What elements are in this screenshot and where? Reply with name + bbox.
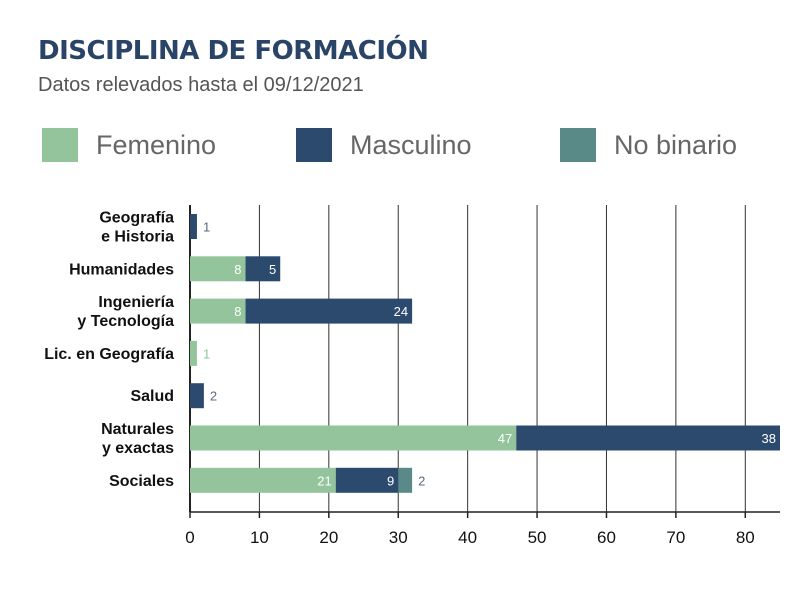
category-label-line: e Historia <box>101 229 174 246</box>
legend-item-masculino: Masculino <box>296 128 472 162</box>
bar-segment <box>190 383 204 409</box>
x-tick-label-70: 70 <box>666 528 685 547</box>
data-label: 8 <box>234 304 241 319</box>
bar-segment <box>190 214 197 239</box>
category-label-line: Lic. en Geografía <box>44 346 174 363</box>
category-label: Sociales <box>109 473 174 490</box>
category-label-line: y Tecnología <box>77 313 174 330</box>
x-tick-label-10: 10 <box>250 528 269 547</box>
category-label-line: Geografía <box>99 210 174 227</box>
data-label: 1 <box>203 220 210 235</box>
category-label-line: y exactas <box>102 440 174 457</box>
bar-segment <box>245 298 413 324</box>
legend-item-no-binario: No binario <box>560 128 737 162</box>
category-label-line: Salud <box>130 388 174 405</box>
chart-subtitle: Datos relevados hasta el 09/12/2021 <box>38 74 364 96</box>
data-label: 5 <box>269 262 276 277</box>
data-label: 8 <box>234 262 241 277</box>
x-tick-label-50: 50 <box>528 528 547 547</box>
data-label: 9 <box>387 473 394 488</box>
x-tick-label-60: 60 <box>597 528 616 547</box>
legend-label-masculino: Masculino <box>350 129 472 160</box>
x-tick-label-30: 30 <box>389 528 408 547</box>
category-label-line: Naturales <box>101 421 174 438</box>
bar-segment <box>190 340 197 366</box>
category-label: Humanidades <box>69 261 174 278</box>
x-tick-label-40: 40 <box>458 528 477 547</box>
bar-segment <box>190 256 246 282</box>
bar-segment <box>398 467 413 493</box>
data-label: 1 <box>203 346 210 361</box>
category-label: Salud <box>130 388 174 405</box>
category-label-line: Sociales <box>109 473 174 490</box>
category-label: Naturales y exactas <box>101 421 174 457</box>
x-tick-label-0: 0 <box>185 528 194 547</box>
data-label: 47 <box>498 431 512 446</box>
data-label: 24 <box>394 304 408 319</box>
category-label: Ingeniería y Tecnología <box>77 294 174 330</box>
data-label: 2 <box>210 389 217 404</box>
data-label: 21 <box>317 473 331 488</box>
bar-segment <box>190 298 246 324</box>
bar-segment <box>516 425 780 451</box>
bar-segment <box>335 467 399 493</box>
legend-swatch-no-binario <box>560 128 596 162</box>
data-label: 38 <box>762 431 776 446</box>
legend-item-femenino: Femenino <box>42 128 216 162</box>
legend-label-femenino: Femenino <box>96 129 217 160</box>
x-tick-label-20: 20 <box>319 528 338 547</box>
category-label: Lic. en Geografía <box>44 346 174 363</box>
bar-segment <box>245 256 281 282</box>
data-label: 2 <box>418 473 425 488</box>
category-label-line: Ingeniería <box>98 294 174 311</box>
bar-segment <box>190 425 517 451</box>
category-label-line: Humanidades <box>69 261 174 278</box>
bar-segment <box>190 467 336 493</box>
x-tick-label-80: 80 <box>736 528 755 547</box>
chart-title: DISCIPLINA DE FORMACIÓN <box>38 36 429 66</box>
legend-swatch-femenino <box>42 128 78 162</box>
category-label: Geografía e Historia <box>99 210 174 246</box>
legend-label-no-binario: No binario <box>614 129 738 160</box>
legend-swatch-masculino <box>296 128 332 162</box>
